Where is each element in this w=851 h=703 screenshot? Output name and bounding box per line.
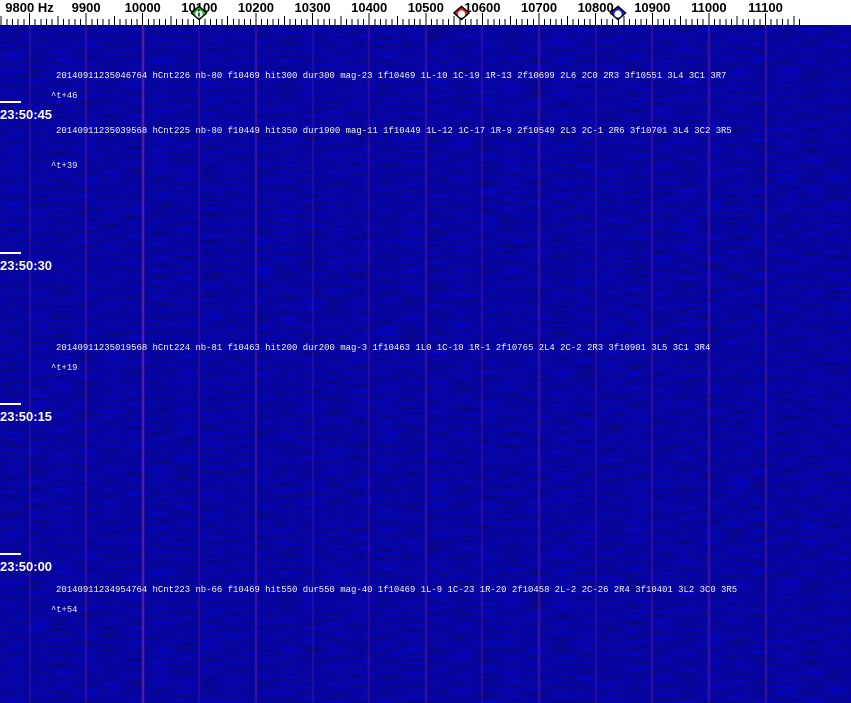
svg-text:10800: 10800 <box>578 0 614 15</box>
svg-text:10900: 10900 <box>634 0 670 15</box>
svg-text:10700: 10700 <box>521 0 557 15</box>
svg-text:10400: 10400 <box>351 0 387 15</box>
svg-text:10200: 10200 <box>238 0 274 15</box>
svg-text:10500: 10500 <box>408 0 444 15</box>
svg-text:9800 Hz: 9800 Hz <box>5 0 54 15</box>
svg-text:10000: 10000 <box>125 0 161 15</box>
svg-text:9900: 9900 <box>72 0 101 15</box>
svg-text:11000: 11000 <box>691 0 726 15</box>
svg-text:11100: 11100 <box>748 0 783 15</box>
svg-text:10300: 10300 <box>295 0 331 15</box>
